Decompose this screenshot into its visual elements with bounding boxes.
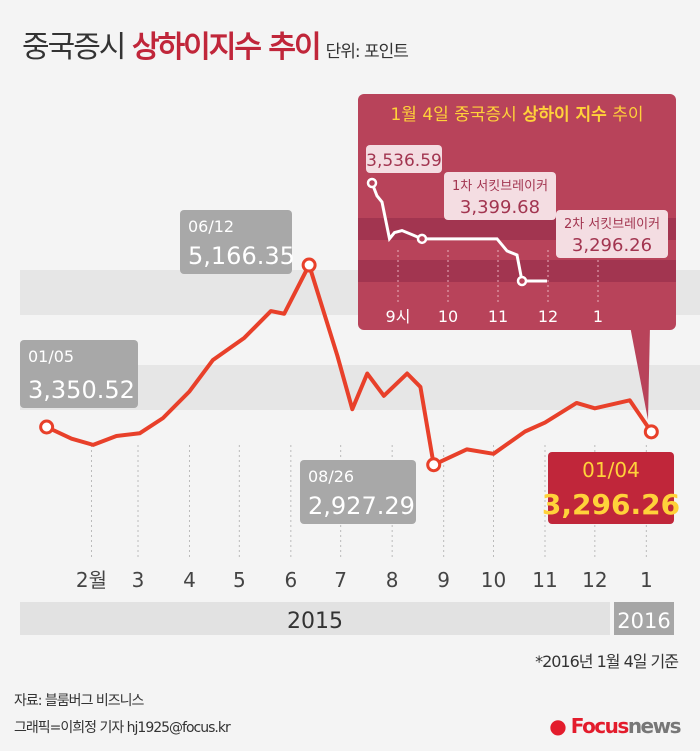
inset-annotation-box bbox=[444, 172, 556, 220]
annotation-date: 06/12 bbox=[188, 217, 234, 236]
inset-band bbox=[358, 260, 676, 282]
x-tick-label: 3 bbox=[132, 568, 145, 592]
inset-annotation-box bbox=[366, 145, 442, 173]
title-highlight: 상하이지수 추이 bbox=[131, 30, 322, 65]
page-title: 중국증시 상하이지수 추이 단위: 포인트 bbox=[22, 22, 409, 66]
footnote: *2016년 1월 4일 기준 bbox=[535, 652, 679, 671]
inset-x-tick: 12 bbox=[538, 307, 558, 326]
year-bar-2015 bbox=[20, 602, 610, 635]
annotation-box bbox=[300, 460, 416, 524]
data-point bbox=[426, 457, 442, 473]
year-bar-2016 bbox=[614, 602, 674, 635]
inset-pointer bbox=[630, 326, 650, 420]
x-tick-label: 6 bbox=[284, 568, 297, 592]
annotation-date: 08/26 bbox=[308, 467, 354, 486]
source: 자료: 블룸버그 비즈니스 bbox=[14, 693, 144, 709]
x-tick-label: 7 bbox=[334, 568, 347, 592]
credit: 그래픽=이희정 기자 hj1925@focus.kr bbox=[14, 720, 231, 736]
x-tick-label: 8 bbox=[386, 568, 399, 592]
year-label: 2015 bbox=[287, 609, 343, 634]
annotation-box bbox=[548, 452, 674, 524]
inset-annotation-value: 3,296.26 bbox=[572, 235, 652, 256]
inset-point bbox=[516, 275, 528, 287]
inset-x-tick: 10 bbox=[438, 307, 458, 326]
year-label: 2016 bbox=[617, 609, 670, 633]
annotation-value: 3,296.26 bbox=[542, 488, 680, 521]
inset-point bbox=[366, 177, 378, 189]
inset-x-tick: 1 bbox=[593, 307, 603, 326]
annotation-value: 3,350.52 bbox=[28, 376, 135, 404]
annotation-date: 01/04 bbox=[582, 458, 640, 482]
annotation-box bbox=[20, 340, 138, 408]
logo-text-b: news bbox=[627, 714, 682, 738]
data-point bbox=[643, 424, 659, 440]
inset-x-tick: 9시 bbox=[386, 307, 411, 326]
x-tick-label: 4 bbox=[183, 568, 196, 592]
annotation-date: 01/05 bbox=[28, 347, 74, 366]
data-point bbox=[301, 257, 317, 273]
annotation-value: 2,927.29 bbox=[308, 492, 415, 520]
inset-x-tick: 11 bbox=[488, 307, 508, 326]
inset-annotation-box bbox=[556, 210, 668, 258]
inset-annotation-value: 3,536.59 bbox=[366, 151, 442, 171]
x-tick-label: 1 bbox=[640, 568, 653, 592]
unit-label: 단위: 포인트 bbox=[325, 42, 409, 62]
title-part: 중국증시 bbox=[22, 30, 126, 65]
logo-text-a: Focus bbox=[570, 714, 630, 738]
index-line bbox=[45, 263, 653, 467]
focusnews-logo: ● Focusnews bbox=[549, 714, 682, 738]
x-tick-label: 12 bbox=[582, 568, 607, 592]
inset-title: 1월 4일 중국증시 상하이 지수 추이 bbox=[390, 105, 643, 125]
x-tick-label: 10 bbox=[481, 568, 506, 592]
inset-annotation-label: 1차 서킷브레이커 bbox=[452, 179, 548, 194]
data-point bbox=[39, 419, 55, 435]
x-tick-label: 5 bbox=[233, 568, 246, 592]
inset-annotation-label: 2차 서킷브레이커 bbox=[564, 217, 660, 232]
inset-point bbox=[416, 233, 428, 245]
x-tick-label: 9 bbox=[437, 568, 450, 592]
inset-annotation-value: 3,399.68 bbox=[460, 197, 540, 218]
annotation-box bbox=[180, 210, 292, 274]
x-tick-label: 11 bbox=[532, 568, 557, 592]
annotation-value: 5,166.35 bbox=[188, 242, 295, 270]
x-tick-label: 2월 bbox=[76, 568, 107, 592]
